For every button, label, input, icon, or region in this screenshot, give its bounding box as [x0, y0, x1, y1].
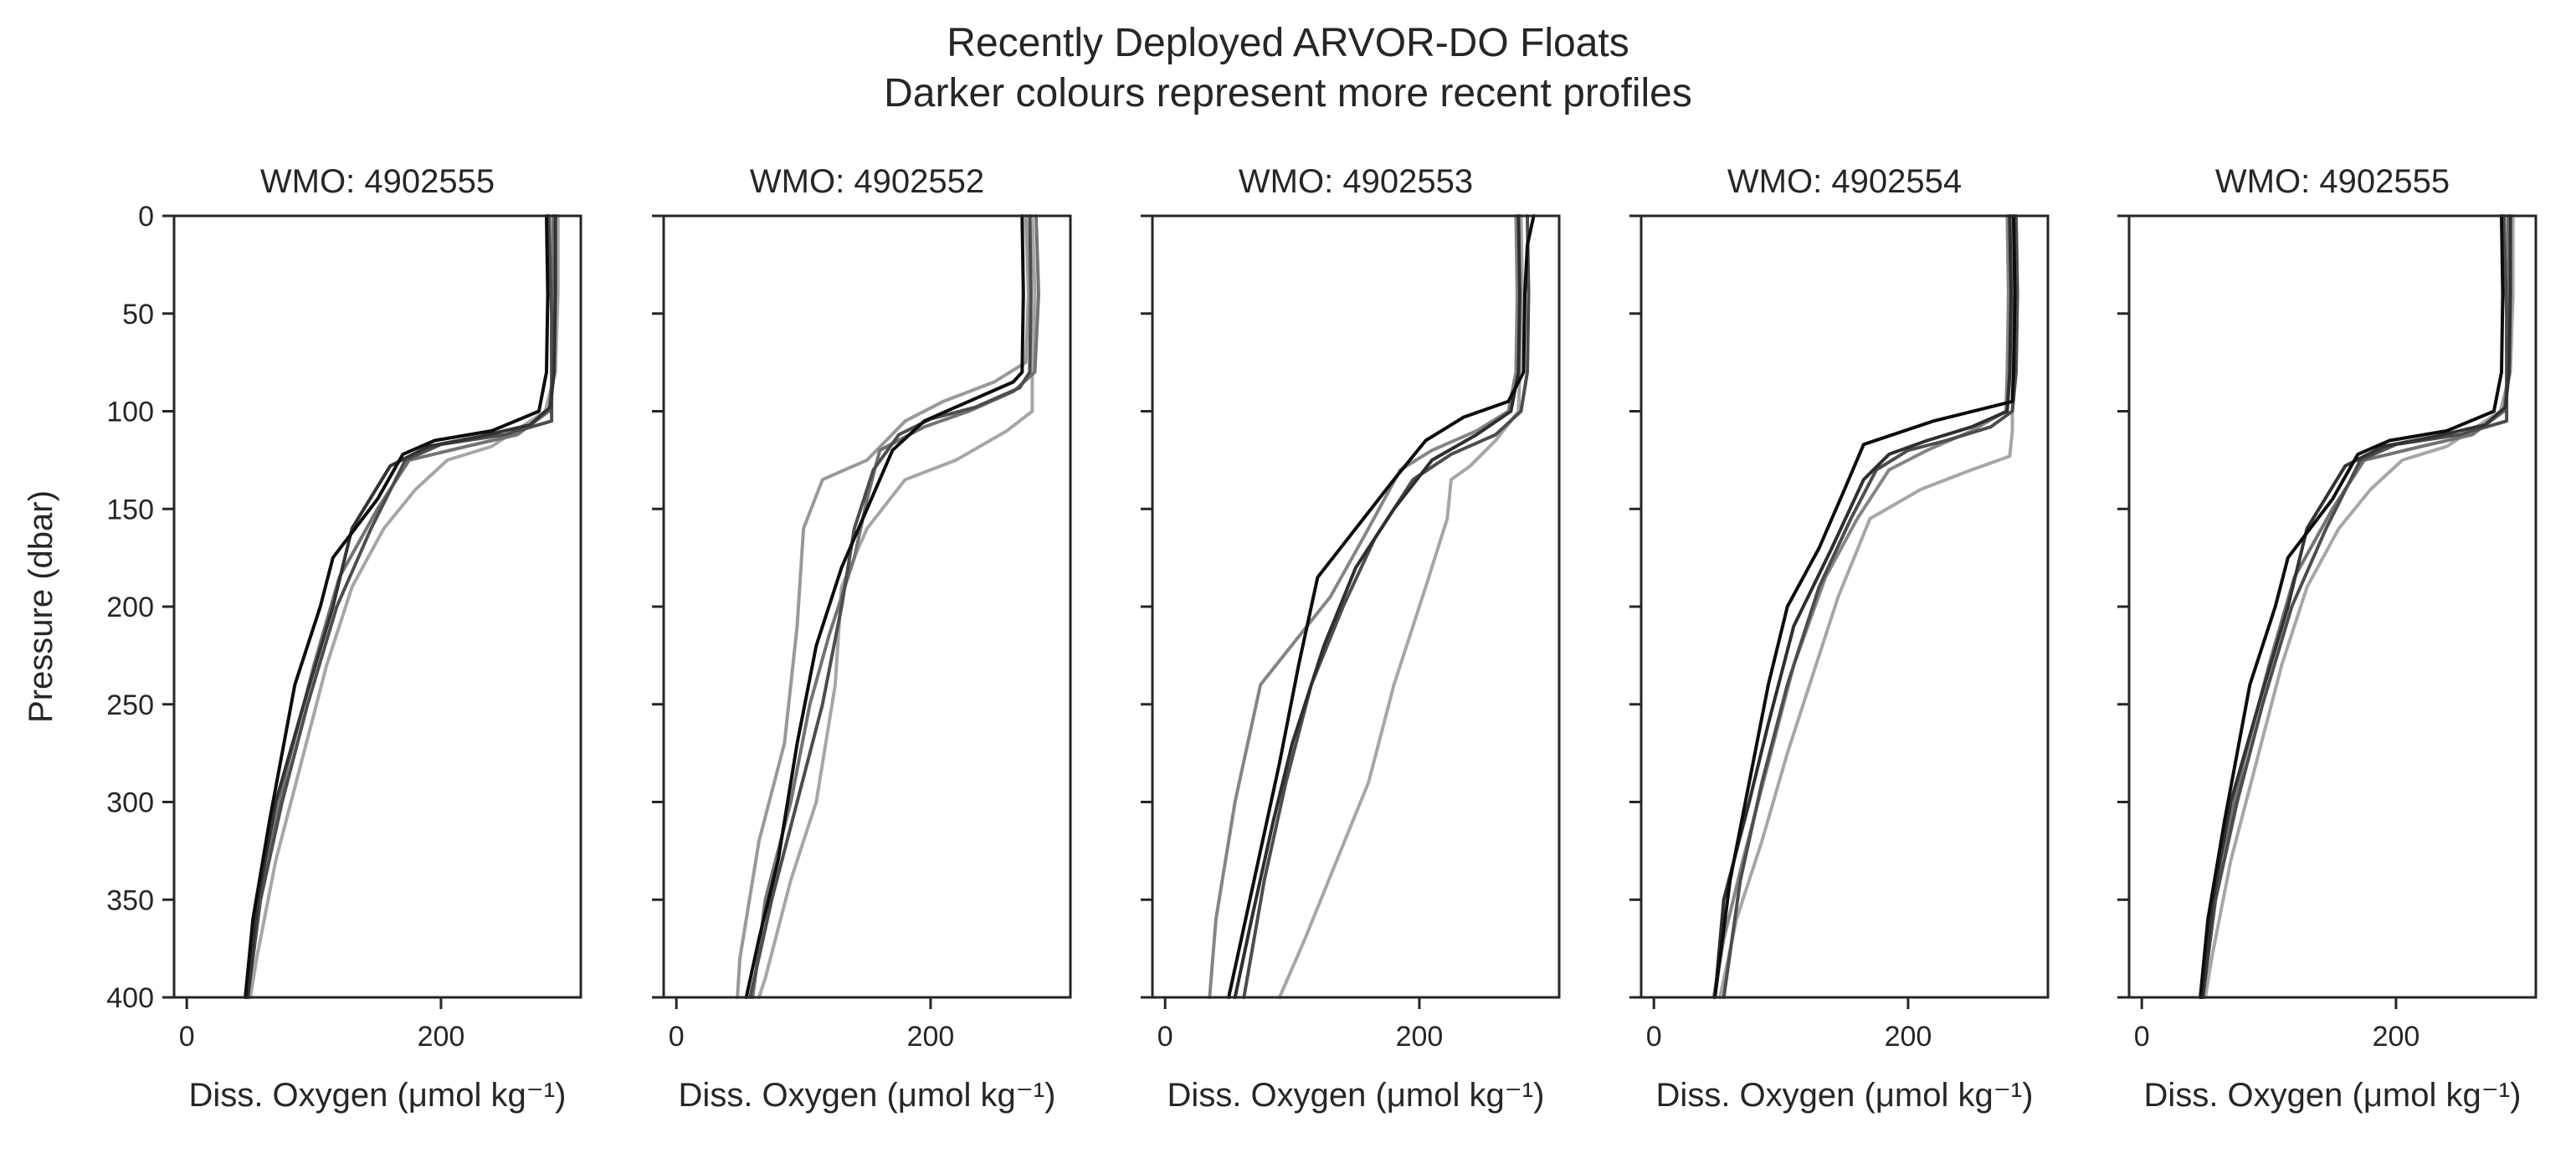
- plot-frame: [1640, 214, 2050, 999]
- x-tick-label: 0: [179, 1021, 195, 1053]
- y-tick-label: 400: [106, 982, 154, 1014]
- figure-subtitle: Darker colours represent more recent pro…: [884, 71, 1692, 115]
- plot-frame: [1151, 214, 1561, 999]
- x-tick-label: 200: [418, 1021, 465, 1053]
- x-axis-label: Diss. Oxygen (μmol kg⁻¹): [2144, 1077, 2522, 1114]
- panel-title: WMO: 4902555: [260, 163, 495, 200]
- x-tick-label: 0: [669, 1021, 685, 1053]
- y-tick-label: 250: [106, 689, 154, 721]
- profile-line: [244, 214, 550, 999]
- profile-line: [249, 214, 560, 999]
- plot-frame: [2127, 214, 2538, 999]
- x-tick-label: 200: [1885, 1021, 1932, 1053]
- figure-title: Recently Deployed ARVOR-DO Floats Darker…: [0, 18, 2576, 119]
- profile-line: [1713, 214, 2017, 999]
- plot-frame: [172, 214, 582, 999]
- profile-line: [2201, 214, 2512, 999]
- profile-line: [1242, 214, 1531, 999]
- profile-line: [244, 214, 557, 999]
- panel-title: WMO: 4902554: [1727, 163, 1962, 200]
- x-tick-label: 200: [2373, 1021, 2420, 1053]
- profile-line: [1711, 214, 2010, 999]
- profile-line: [1277, 214, 1524, 999]
- profile-line: [1722, 214, 2019, 999]
- y-axis-label: Pressure (dbar): [23, 490, 59, 723]
- panel-title: WMO: 4902555: [2215, 163, 2450, 200]
- y-tick-label: 100: [106, 397, 154, 428]
- profile-line: [1233, 214, 1521, 999]
- profile-line: [246, 214, 554, 999]
- profile-line: [2199, 214, 2505, 999]
- panel-2: 0 200 WMO: 4902552 Diss. Oxygen (μmol kg⁻¹): [652, 163, 1072, 1114]
- y-tick-label: 300: [106, 787, 154, 819]
- panel-title: WMO: 4902552: [750, 163, 984, 200]
- panel-1: 0 50 100 150 200 250 300 350 400 0 200 WMO: 4902555…: [23, 163, 582, 1114]
- profile-line: [748, 214, 1033, 999]
- y-tick-label: 200: [106, 592, 154, 623]
- x-tick-label: 200: [1396, 1021, 1444, 1053]
- y-tick-label: 50: [122, 299, 154, 331]
- figure-title-line1: Recently Deployed ARVOR-DO Floats: [947, 21, 1629, 65]
- y-tick-label: 150: [106, 494, 154, 525]
- x-axis-label: Diss. Oxygen (μmol kg⁻¹): [1167, 1077, 1545, 1114]
- panel-3: 0 200 WMO: 4902553 Diss. Oxygen (μmol kg⁻¹): [1141, 163, 1561, 1114]
- profile-line: [1713, 214, 2013, 999]
- x-tick-label: 0: [1646, 1021, 1662, 1053]
- profile-line: [1718, 214, 2015, 999]
- plot-frame: [662, 214, 1072, 999]
- panel-4: 0 200 WMO: 4902554 Diss. Oxygen (μmol kg⁻¹): [1629, 163, 2050, 1114]
- profile-line: [2199, 214, 2512, 999]
- profile-line: [736, 214, 1030, 999]
- x-tick-label: 0: [2134, 1021, 2150, 1053]
- profile-line: [757, 214, 1037, 999]
- x-tick-label: 0: [1157, 1021, 1173, 1053]
- profile-line: [751, 214, 1040, 999]
- panel-title: WMO: 4902553: [1239, 163, 1473, 200]
- panel-5: 0 200 WMO: 4902555 Diss. Oxygen (μmol kg⁻¹): [2117, 163, 2538, 1114]
- profile-line: [246, 214, 557, 999]
- x-axis-label: Diss. Oxygen (μmol kg⁻¹): [1656, 1077, 2034, 1114]
- x-axis-label: Diss. Oxygen (μmol kg⁻¹): [679, 1077, 1056, 1114]
- y-tick-label: 350: [106, 884, 154, 916]
- profile-line: [2204, 214, 2515, 999]
- x-tick-label: 200: [907, 1021, 955, 1053]
- profile-line: [744, 214, 1025, 999]
- y-tick-label: 0: [138, 201, 154, 233]
- profile-line: [2201, 214, 2509, 999]
- x-axis-label: Diss. Oxygen (μmol kg⁻¹): [189, 1077, 567, 1114]
- profile-line: [1227, 214, 1536, 999]
